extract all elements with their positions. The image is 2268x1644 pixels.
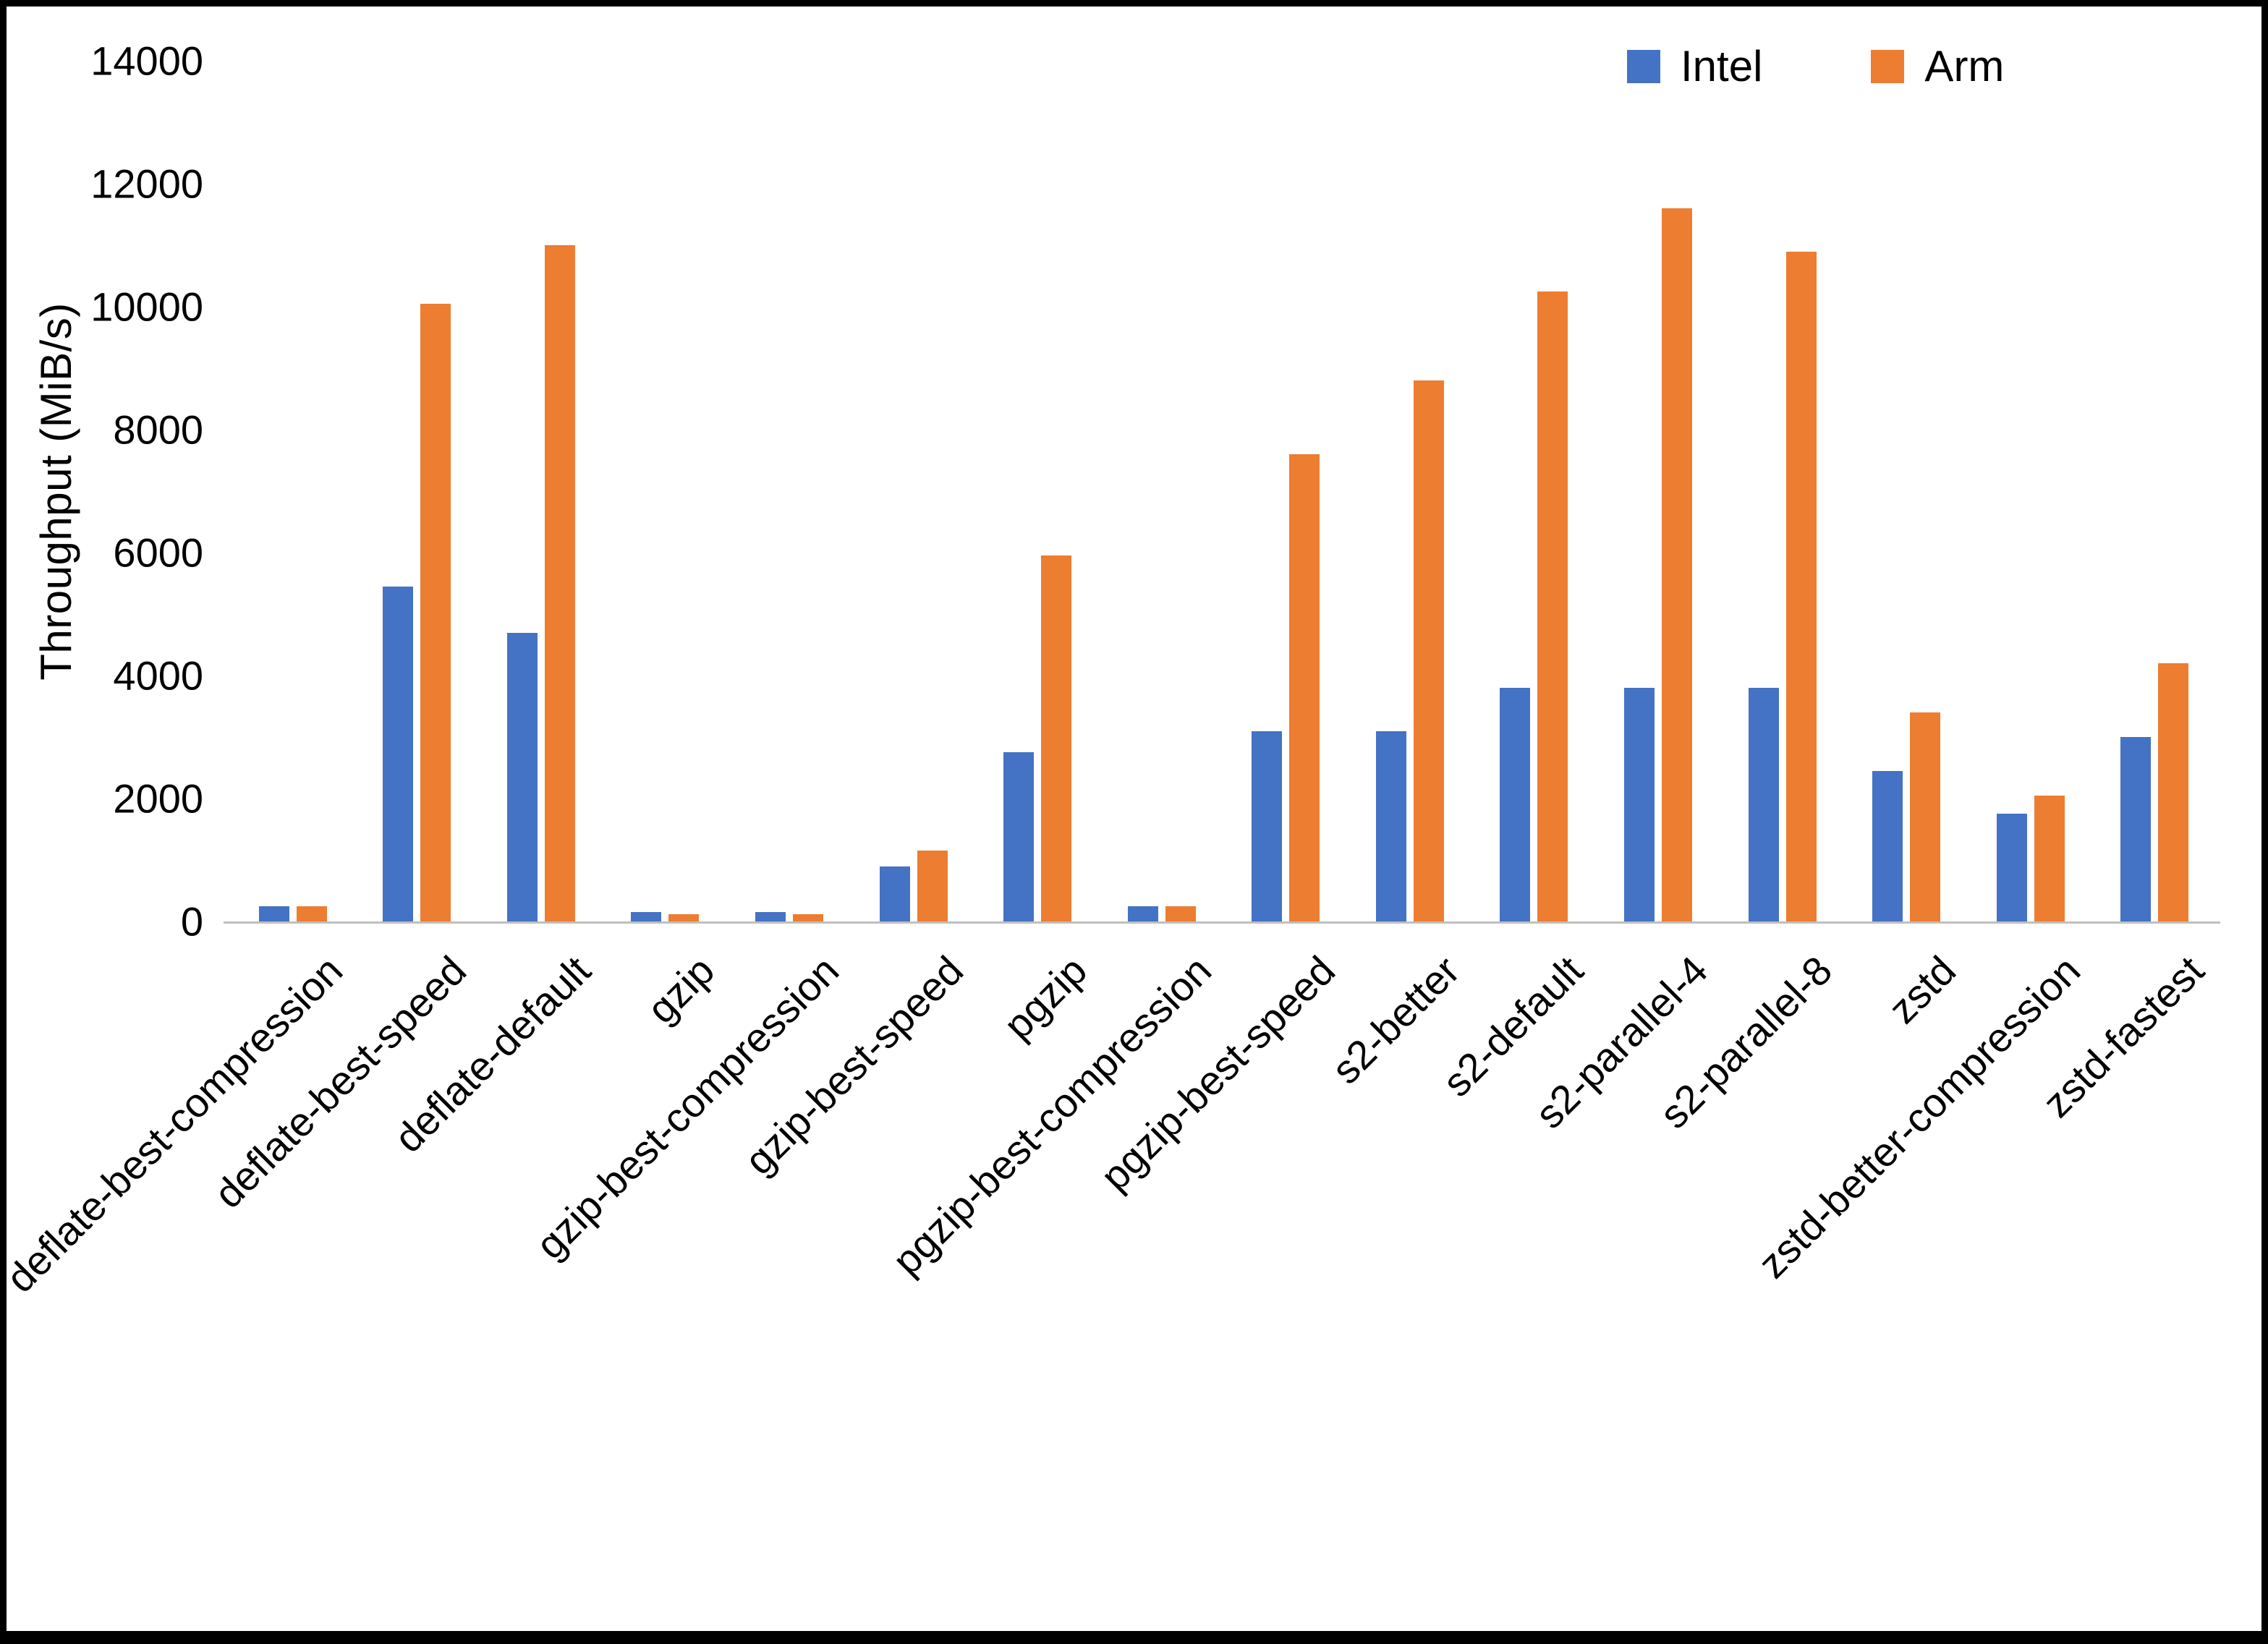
plot-area: [231, 61, 2217, 921]
bar-intel-deflate-best-speed: [383, 586, 414, 921]
bar-arm-s2-better: [1413, 380, 1444, 921]
y-tick-label: 14000: [90, 38, 203, 84]
bar-intel-s2-parallel-4: [1623, 688, 1655, 921]
bar-intel-pgzip: [1003, 752, 1035, 921]
bar-intel-deflate-default: [506, 632, 538, 921]
bar-arm-s2-parallel-8: [1785, 251, 1817, 921]
bar-arm-deflate-best-compression: [296, 906, 327, 921]
bar-arm-deflate-best-speed: [420, 303, 451, 921]
bar-arm-deflate-default: [544, 245, 575, 921]
x-axis-line: [224, 921, 2220, 924]
bar-arm-s2-parallel-4: [1661, 208, 1692, 921]
y-tick-label: 10000: [90, 284, 203, 330]
y-tick-label: 6000: [113, 529, 203, 576]
bar-arm-gzip: [668, 913, 700, 921]
legend-item-arm: Arm: [1871, 41, 2004, 91]
bar-intel-pgzip-best-compression: [1127, 906, 1158, 921]
bar-intel-gzip-best-speed: [879, 866, 910, 921]
y-tick-label: 8000: [113, 406, 203, 453]
bar-intel-s2-parallel-8: [1748, 688, 1779, 921]
y-axis-ticks: 0 2000 4000 6000 8000 10000 12000 14000: [7, 38, 211, 945]
y-tick-label: 4000: [113, 652, 203, 699]
bar-intel-deflate-best-compression: [258, 906, 289, 921]
bar-intel-s2-default: [1500, 688, 1531, 921]
arm-legend-swatch: [1871, 49, 1905, 83]
intel-legend-label: Intel: [1681, 42, 1763, 90]
bar-arm-pgzip: [1041, 555, 1072, 921]
y-tick-label: 12000: [90, 161, 203, 207]
arm-legend-label: Arm: [1924, 42, 2005, 90]
bar-intel-zstd: [1872, 770, 1903, 921]
intel-legend-swatch: [1627, 49, 1660, 83]
y-tick-label: 2000: [113, 775, 203, 822]
bar-arm-gzip-best-compression: [793, 913, 824, 921]
bar-intel-s2-better: [1375, 731, 1406, 921]
bar-arm-gzip-best-speed: [917, 851, 948, 921]
bar-arm-zstd: [1910, 712, 1941, 921]
legend-item-intel: Intel: [1627, 41, 1762, 91]
bar-arm-pgzip-best-speed: [1289, 454, 1320, 921]
bar-intel-pgzip-best-speed: [1252, 731, 1283, 921]
bar-intel-zstd-fastest: [2120, 737, 2152, 921]
bar-arm-s2-default: [1537, 291, 1568, 921]
legend: Intel Arm: [1627, 41, 2004, 91]
y-tick-label: 0: [180, 898, 203, 945]
bar-arm-zstd-fastest: [2158, 663, 2189, 921]
bar-intel-zstd-better-compression: [1996, 814, 2027, 921]
bar-arm-zstd-better-compression: [2034, 795, 2065, 921]
bar-arm-pgzip-best-compression: [1165, 906, 1196, 921]
bar-intel-gzip: [631, 912, 662, 921]
bar-intel-gzip-best-compression: [755, 912, 786, 921]
